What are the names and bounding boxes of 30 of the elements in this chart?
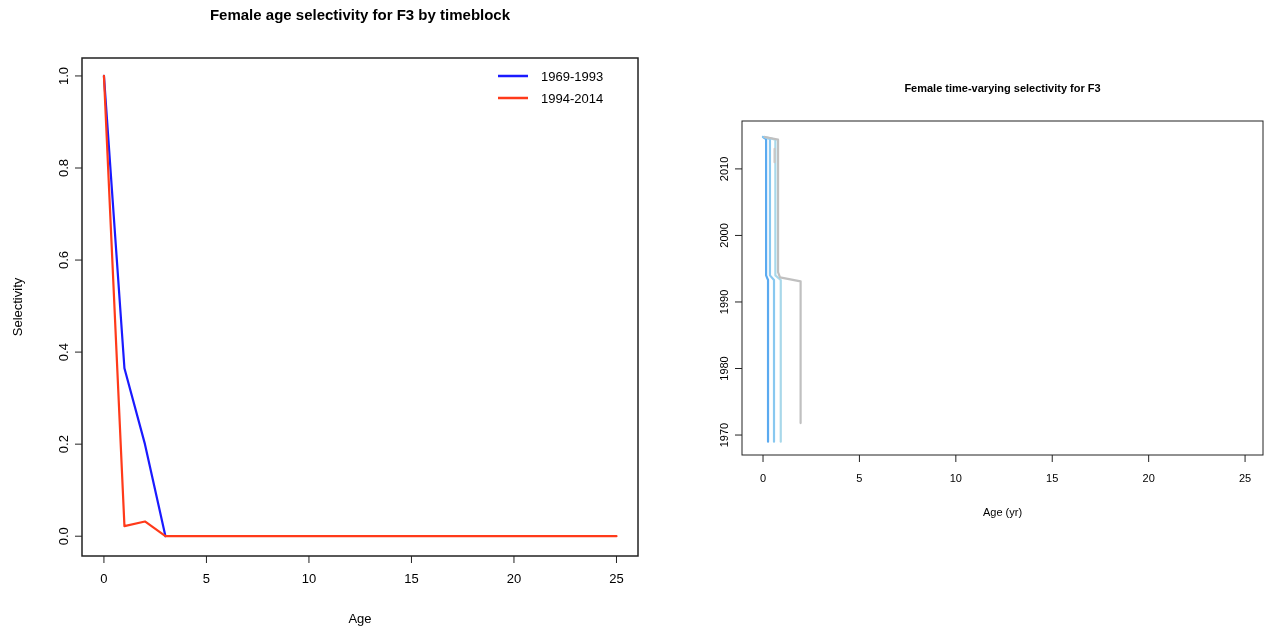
y-tick-label: 1980 [718,356,730,381]
y-tick-label: 2000 [718,223,730,248]
x-tick-label: 25 [1238,472,1252,484]
y-tick-label: 0.4 [56,343,71,362]
y-tick-label: 1990 [718,289,730,315]
y-tick-label: 1970 [718,422,730,448]
y-tick-label: 0.8 [56,158,71,178]
x-tick-label: 0 [100,571,108,586]
x-tick-label: 15 [1046,472,1059,484]
x-tick-label: 10 [301,571,317,586]
chart-title: Female time-varying selectivity for F3 [904,82,1101,94]
y-tick-label: 2010 [718,156,730,182]
x-tick-label: 25 [609,571,624,586]
x-tick-label: 5 [202,571,211,586]
x-tick-label: 0 [759,472,767,484]
x-tick-label: 5 [856,472,863,484]
y-tick-label: 1.0 [56,66,71,85]
x-axis-title: Age (yr) [982,506,1023,518]
x-tick-label: 15 [404,571,419,586]
y-tick-label: 0.2 [56,435,71,454]
y-tick-label: 0.0 [56,527,71,546]
y-tick-label: 0.6 [56,251,71,270]
legend-label: 1969-1993 [541,69,604,84]
x-tick-label: 10 [949,472,962,484]
y-axis-title: Selectivity [10,277,25,337]
x-tick-label: 20 [506,571,522,586]
x-axis-title: Age [348,611,372,626]
x-tick-label: 20 [1142,472,1155,484]
legend-label: 1994-2014 [541,91,604,106]
chart-title: Female age selectivity for F3 by timeblock [209,6,511,23]
